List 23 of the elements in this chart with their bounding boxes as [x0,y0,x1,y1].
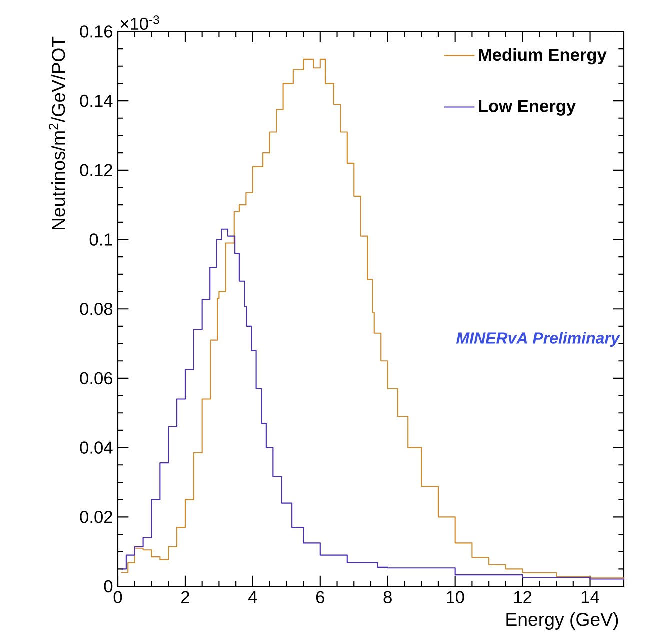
y-tick-label: 0.14 [80,94,113,108]
y-tick-label: 0.06 [80,372,113,385]
x-tick-label: 4 [248,591,258,604]
text: ×10$^{-3}$ [120,16,160,30]
x-tick-label: 0 [114,591,122,604]
x-tick-label: 10 [447,591,464,604]
y-tick-label: 0.12 [80,164,112,177]
y-tick-label: 0.1 [90,234,112,246]
y-tick-label: 0.16 [80,26,113,38]
annotation: MINERvA Preliminary [456,332,621,348]
legend-label: Low Energy [479,100,576,116]
y-tick-label: 0.02 [80,511,112,524]
x-tick-label: 14 [582,591,600,604]
y-tick-label: 0.08 [80,302,113,316]
x-tick-label: 6 [316,591,324,604]
x-tick-label: 2 [182,591,190,604]
x-tick-label: 8 [384,591,392,604]
y-tick-label: 0.04 [80,442,113,454]
x-axis-title: Energy (GeV) [506,612,618,630]
x-tick-label: 12 [514,591,532,604]
legend-label: Medium Energy [479,48,607,65]
y-axis-title: Neutrinos/m$^{2}$/GeV/POT [49,36,66,230]
y-tick-label: 0 [104,580,113,593]
